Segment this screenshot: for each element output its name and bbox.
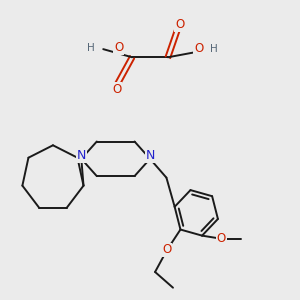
- Text: O: O: [112, 83, 122, 96]
- Text: O: O: [114, 41, 123, 54]
- Text: O: O: [194, 42, 203, 55]
- Text: O: O: [175, 18, 184, 31]
- Text: O: O: [162, 244, 172, 256]
- Text: N: N: [145, 149, 155, 162]
- Text: N: N: [76, 149, 86, 162]
- Text: H: H: [87, 43, 95, 52]
- Text: O: O: [217, 232, 226, 245]
- Text: H: H: [210, 44, 218, 54]
